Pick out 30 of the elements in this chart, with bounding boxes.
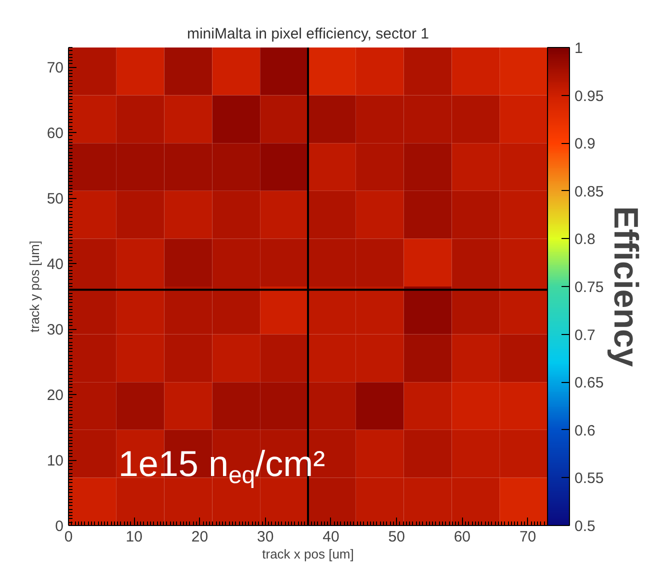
x-tick-label: 70	[519, 528, 536, 546]
color-bar-label: 0.75	[574, 279, 604, 296]
x-tick-label: 50	[388, 528, 405, 546]
y-tick-label: 20	[46, 387, 64, 404]
color-bar-label: 0.6	[574, 422, 596, 440]
color-bar-title: Efficiency	[606, 206, 644, 367]
color-bar-label: 0.95	[574, 88, 604, 105]
x-tick-label: 30	[257, 528, 274, 546]
y-tick-label: 60	[46, 125, 64, 142]
x-tick-label: 10	[126, 528, 142, 546]
y-axis-title: track y pos [um]	[26, 240, 42, 332]
y-tick-label: 0	[55, 518, 64, 535]
chart-title: miniMalta in pixel efficiency, sector 1	[186, 26, 430, 42]
color-bar-label: 0.65	[574, 374, 604, 392]
y-tick-label: 40	[46, 256, 64, 274]
y-tick-label: 30	[46, 322, 64, 339]
y-tick-label: 10	[46, 452, 64, 470]
x-tick-label: 40	[322, 528, 340, 546]
color-bar-label: 0.5	[574, 518, 596, 535]
x-axis-title: track x pos [um]	[262, 546, 354, 562]
y-tick-label: 70	[46, 60, 64, 77]
x-tick-label: 60	[454, 528, 471, 546]
x-tick-label: 20	[191, 528, 208, 546]
color-bar-label: 0.7	[574, 326, 596, 344]
color-bar-label: 0.85	[574, 183, 604, 200]
color-bar-label: 0.55	[574, 470, 604, 488]
color-bar-label: 0.9	[574, 136, 596, 153]
color-bar-label: 0.8	[574, 231, 596, 248]
y-tick-label: 50	[46, 190, 64, 208]
color-bar-label: 1	[574, 40, 583, 57]
